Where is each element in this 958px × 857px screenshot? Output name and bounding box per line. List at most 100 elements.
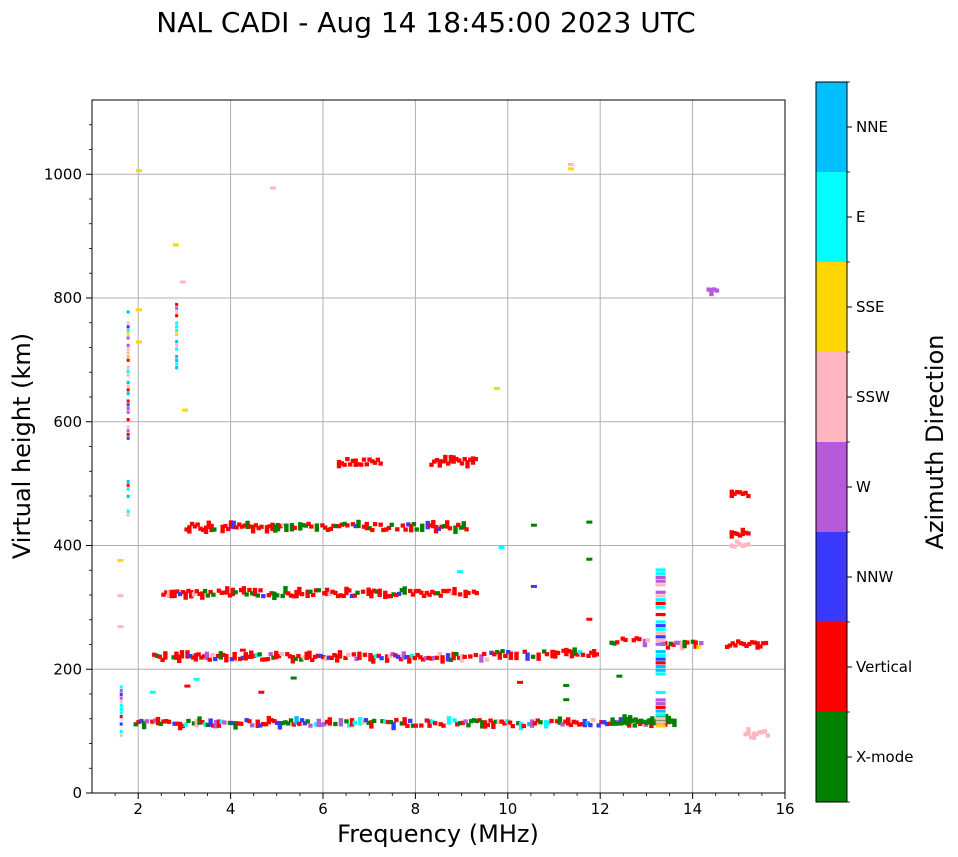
- echo-point: [389, 522, 394, 527]
- echo-point: [258, 588, 263, 593]
- echo-point: [175, 310, 179, 314]
- echo-point: [209, 523, 214, 533]
- echo-point: [427, 592, 432, 597]
- echo-point: [473, 652, 479, 658]
- echo-point: [197, 591, 202, 597]
- echo-point: [172, 243, 179, 247]
- echo-point: [175, 340, 179, 344]
- y-tick-label: 200: [53, 660, 82, 678]
- echo-point: [391, 721, 396, 731]
- echo-point: [274, 720, 280, 726]
- echo-point: [219, 590, 224, 595]
- echo-point: [655, 705, 666, 709]
- echo-point: [737, 542, 743, 547]
- echo-point: [206, 520, 211, 529]
- echo-point: [322, 722, 327, 727]
- echo-point: [267, 524, 272, 529]
- echo-point: [287, 654, 293, 659]
- echo-point: [563, 698, 570, 702]
- echo-point: [424, 718, 430, 723]
- echo-point: [152, 718, 158, 723]
- echo-point: [259, 524, 264, 529]
- echo-point: [271, 655, 276, 660]
- echo-point: [212, 527, 217, 532]
- echo-point: [446, 588, 452, 593]
- colorbar-segment: [816, 352, 847, 442]
- echo-point: [590, 717, 596, 723]
- echo-point: [423, 656, 429, 661]
- echo-point: [436, 526, 442, 531]
- echo-point: [126, 429, 130, 433]
- echo-point: [492, 652, 497, 657]
- echo-point: [428, 523, 433, 528]
- echo-point: [144, 719, 150, 724]
- echo-point: [126, 399, 130, 403]
- echo-point: [596, 723, 601, 728]
- echo-point: [191, 721, 197, 726]
- echo-point: [126, 479, 130, 484]
- echo-point: [326, 655, 332, 660]
- echo-point: [366, 587, 371, 596]
- echo-point: [126, 392, 130, 396]
- echo-point: [233, 590, 238, 595]
- echo-point: [655, 716, 666, 721]
- echo-point: [563, 719, 568, 724]
- echo-point: [655, 568, 666, 572]
- echo-point: [257, 652, 262, 657]
- echo-point: [623, 637, 628, 643]
- echo-point: [682, 639, 687, 649]
- echo-point: [261, 721, 266, 727]
- echo-point: [248, 524, 253, 529]
- echo-point: [413, 589, 418, 594]
- echo-point: [386, 525, 392, 531]
- x-tick-label: 14: [683, 800, 702, 818]
- x-tick-label: 4: [226, 800, 236, 818]
- echo-point: [693, 640, 698, 649]
- echo-point: [268, 652, 273, 657]
- echo-point: [391, 592, 396, 597]
- echo-point: [197, 716, 202, 725]
- echo-point: [432, 721, 438, 726]
- echo-point: [300, 523, 306, 528]
- grid-lines: [92, 100, 786, 793]
- echo-point: [166, 589, 172, 599]
- echo-point: [655, 635, 666, 639]
- echo-point: [224, 653, 229, 663]
- echo-point: [221, 652, 226, 658]
- echo-point: [440, 459, 445, 464]
- echo-point: [239, 524, 245, 529]
- echo-point: [530, 654, 536, 659]
- echo-point: [347, 723, 352, 728]
- echo-point: [352, 720, 357, 725]
- echo-point: [336, 524, 342, 529]
- echo-point: [655, 657, 666, 661]
- echo-point: [655, 709, 666, 713]
- echo-point: [347, 462, 353, 467]
- echo-point: [410, 592, 416, 597]
- echo-point: [250, 591, 255, 596]
- echo-point: [609, 640, 614, 645]
- echo-point: [360, 719, 366, 725]
- echo-point: [177, 592, 183, 597]
- echo-point: [580, 652, 586, 657]
- echo-point: [189, 590, 194, 599]
- echo-point: [297, 721, 302, 726]
- echo-point: [457, 721, 463, 726]
- echo-point: [655, 575, 666, 580]
- echo-point: [276, 653, 282, 659]
- echo-point: [179, 650, 185, 659]
- echo-point: [655, 650, 666, 654]
- echo-point: [119, 722, 123, 726]
- echo-point: [563, 683, 570, 687]
- echo-point: [343, 655, 348, 661]
- echo-point: [668, 641, 673, 646]
- echo-point: [119, 692, 123, 696]
- echo-point: [360, 589, 366, 594]
- echo-point: [738, 641, 744, 646]
- echo-point: [655, 638, 666, 643]
- echo-point: [462, 654, 467, 659]
- echo-point: [279, 651, 284, 657]
- echo-point: [229, 657, 235, 662]
- echo-point: [119, 689, 123, 693]
- colorbar-segment: [816, 622, 847, 712]
